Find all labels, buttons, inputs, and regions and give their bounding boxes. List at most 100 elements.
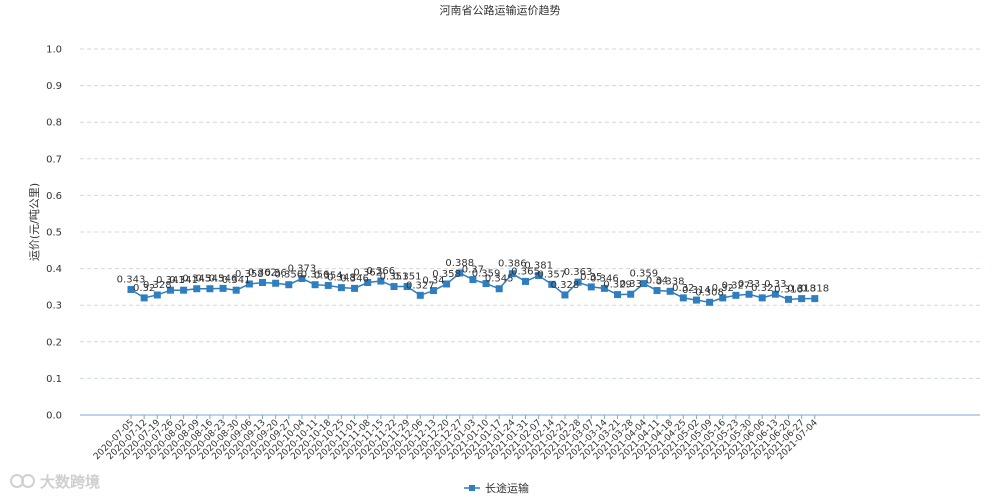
data-label: 0.358 <box>432 269 461 280</box>
data-point <box>245 280 253 288</box>
data-label: 0.314 <box>682 285 711 296</box>
y-tick-label: 0.4 <box>46 264 62 275</box>
data-label: 0.359 <box>472 269 501 280</box>
data-point <box>232 286 240 294</box>
data-point <box>456 269 464 277</box>
data-point <box>561 291 569 299</box>
data-label: 0.37 <box>462 265 484 276</box>
data-label: 0.338 <box>656 276 685 287</box>
logo-icon <box>10 474 35 488</box>
data-point <box>127 285 135 293</box>
data-point <box>206 285 214 293</box>
data-point <box>140 294 148 302</box>
data-label: 0.366 <box>367 266 396 277</box>
data-point <box>508 270 516 278</box>
data-point <box>259 279 266 287</box>
data-label: 0.33 <box>764 279 786 290</box>
data-point <box>219 284 227 292</box>
data-label: 0.362 <box>248 268 277 279</box>
data-point <box>627 290 635 298</box>
data-label: 0.356 <box>274 270 303 281</box>
data-point <box>785 295 792 303</box>
y-tick-label: 0.8 <box>46 118 62 129</box>
data-label: 0.32 <box>133 283 155 294</box>
data-point <box>166 286 174 294</box>
data-point <box>653 287 661 295</box>
data-label: 0.33 <box>620 279 642 290</box>
data-label: 0.358 <box>235 269 264 280</box>
data-label: 0.327 <box>722 280 751 291</box>
data-label: 0.373 <box>288 263 317 274</box>
data-label: 0.328 <box>143 280 172 291</box>
data-label: 0.343 <box>117 274 146 285</box>
data-point <box>522 277 529 285</box>
y-tick-label: 0.5 <box>46 228 62 239</box>
y-tick-label: 0.9 <box>46 81 62 92</box>
data-point <box>337 284 345 292</box>
data-point <box>666 287 674 295</box>
data-label: 0.316 <box>774 284 803 295</box>
data-label: 0.388 <box>445 258 474 269</box>
data-label: 0.362 <box>353 268 382 279</box>
data-point <box>324 281 332 289</box>
data-label: 0.318 <box>787 284 816 295</box>
data-label: 0.34 <box>422 276 444 287</box>
legend-marker-swatch <box>469 485 475 491</box>
data-point <box>600 284 608 292</box>
y-tick-label: 0.1 <box>46 374 62 385</box>
data-labels: 0.3430.320.3280.3410.3410.3450.3450.3460… <box>117 258 829 298</box>
data-point <box>469 276 477 284</box>
data-point <box>272 279 280 287</box>
grid-lines <box>80 48 980 379</box>
data-label: 0.345 <box>485 274 514 285</box>
data-point <box>403 283 411 291</box>
data-point <box>732 291 740 299</box>
data-point <box>377 277 385 285</box>
data-label: 0.32 <box>712 283 734 294</box>
legend: 长途运输 <box>464 481 529 495</box>
y-tick-label: 0.3 <box>46 301 62 312</box>
data-point <box>798 295 806 303</box>
data-point <box>364 279 372 287</box>
y-tick-label: 1.0 <box>46 45 62 56</box>
data-label: 0.351 <box>393 272 422 283</box>
data-label: 0.329 <box>603 280 632 291</box>
data-label: 0.36 <box>265 268 287 279</box>
watermark-text: 大数跨境 <box>40 473 100 491</box>
data-label: 0.354 <box>314 270 343 281</box>
data-point <box>351 284 359 292</box>
data-point <box>719 294 727 302</box>
data-point <box>640 280 648 288</box>
data-point <box>587 283 595 291</box>
data-label: 0.345 <box>196 274 225 285</box>
data-point <box>535 272 543 280</box>
data-point <box>758 294 766 302</box>
data-label: 0.308 <box>695 287 724 298</box>
data-label: 0.341 <box>222 275 251 286</box>
data-point <box>153 291 161 299</box>
data-label: 0.33 <box>738 279 760 290</box>
data-label: 0.365 <box>511 266 540 277</box>
data-point <box>679 294 687 302</box>
data-point <box>692 296 700 304</box>
legend-entry-long-distance: 长途运输 <box>485 481 529 495</box>
data-label: 0.341 <box>156 275 185 286</box>
data-point <box>416 291 424 299</box>
y-tick-label: 0.7 <box>46 154 62 165</box>
data-point <box>771 290 779 298</box>
data-label: 0.356 <box>301 270 330 281</box>
data-label: 0.318 <box>800 284 829 295</box>
watermark: 大数跨境 <box>10 473 100 491</box>
data-point <box>443 280 451 288</box>
data-point <box>429 287 437 295</box>
data-point <box>285 281 293 289</box>
data-label: 0.351 <box>380 272 409 283</box>
data-label: 0.357 <box>537 269 566 280</box>
data-point <box>193 285 201 293</box>
data-point <box>706 298 714 306</box>
data-point <box>390 283 398 291</box>
data-label: 0.328 <box>551 280 580 291</box>
data-label: 0.32 <box>751 283 773 294</box>
data-point <box>495 285 503 293</box>
